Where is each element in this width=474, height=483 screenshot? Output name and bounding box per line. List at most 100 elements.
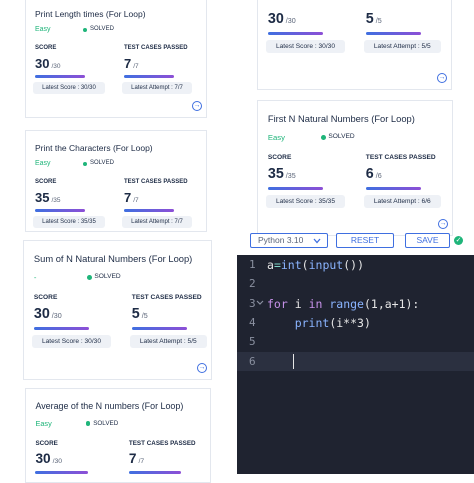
- status: SOLVED: [90, 160, 114, 167]
- score-label: SCORE: [33, 294, 58, 302]
- score-value: 30: [35, 56, 50, 71]
- tests-max: /5: [141, 311, 148, 320]
- tests-value: 7: [128, 450, 137, 466]
- score-label: SCORE: [35, 45, 57, 52]
- score-value: 35: [35, 190, 50, 205]
- difficulty: Easy: [35, 419, 52, 429]
- tests-label: TEST CASES PASSED: [365, 154, 436, 162]
- score-label: SCORE: [35, 439, 58, 447]
- code-token: print: [294, 315, 330, 330]
- score-max: /35: [285, 171, 296, 180]
- score: 30/30: [35, 451, 62, 466]
- tests-max: /7: [133, 63, 139, 70]
- code-editor[interactable]: 1 a=int(input()) 2 3 for i in range(1,a+1): 4…: [237, 255, 474, 474]
- score-progress: [267, 31, 323, 36]
- tests-value: 7: [124, 190, 132, 205]
- tests: 7/7: [129, 451, 144, 466]
- score-max: /30: [52, 457, 63, 465]
- active-line: [237, 352, 474, 371]
- problem-card[interactable]: Sum of N Natural Numbers (For Loop) - SOLV…: [23, 240, 212, 380]
- status-dot: [83, 161, 88, 167]
- code-token: i: [294, 296, 309, 311]
- problem-title: Average of the N numbers (For Loop): [35, 401, 184, 412]
- open-button[interactable]: →: [437, 73, 447, 83]
- score: 35/35: [268, 166, 296, 182]
- code-token: (1,a+1):: [363, 296, 420, 311]
- score-progress: [35, 470, 88, 475]
- tests-label: TEST CASES PASSED: [131, 294, 202, 302]
- latest-score: Latest Score : 35/35: [33, 216, 105, 228]
- open-button[interactable]: →: [192, 101, 202, 111]
- tests-max: /6: [375, 171, 382, 180]
- tests: 7/7: [124, 56, 139, 71]
- latest-attempt: Latest Attempt : 6/6: [363, 194, 441, 208]
- code-token: =: [273, 258, 281, 272]
- status: SOLVED: [90, 26, 114, 33]
- open-button[interactable]: →: [197, 363, 207, 373]
- problem-card[interactable]: Average of the N numbers (For Loop) Easy S…: [25, 388, 211, 483]
- score-progress: [35, 75, 85, 78]
- line-number: 3: [249, 296, 256, 310]
- tests-value: 5: [131, 305, 140, 322]
- cursor: [293, 354, 294, 369]
- score-label: SCORE: [267, 154, 292, 162]
- saved-check: ✓: [454, 236, 463, 245]
- tests: 7/7: [124, 190, 139, 205]
- score: 35/35: [35, 190, 61, 205]
- language-dropdown[interactable]: Python 3.10: [250, 233, 328, 248]
- latest-attempt: Latest Attempt : 7/7: [122, 82, 192, 94]
- problem-card[interactable]: Print the Characters (For Loop) Easy SOLVE…: [25, 130, 207, 232]
- tests-progress: [365, 186, 421, 191]
- code-token: ()): [343, 258, 364, 272]
- problem-title: First N Natural Numbers (For Loop): [267, 114, 415, 125]
- latest-attempt: Latest Attempt : 5/5: [363, 39, 441, 53]
- fold-marker[interactable]: [256, 299, 264, 307]
- tests-progress: [124, 209, 174, 212]
- difficulty: Easy: [35, 25, 51, 33]
- save-button[interactable]: SAVE: [405, 233, 450, 248]
- problem-card[interactable]: Print Length times (For Loop) Easy SOLVED S…: [25, 0, 207, 118]
- status-dot: [86, 274, 92, 280]
- code-token: in: [308, 296, 330, 311]
- code-token: a: [267, 258, 274, 272]
- difficulty: Easy: [267, 132, 285, 142]
- latest-score: Latest Score : 30/30: [265, 39, 346, 53]
- code-token: input: [308, 258, 344, 272]
- problem-title: Print Length times (For Loop): [35, 8, 146, 19]
- problem-title: Print the Characters (For Loop): [35, 142, 153, 153]
- status: SOLVED: [94, 273, 121, 281]
- score-value: 30: [35, 450, 51, 466]
- tests-value: 7: [124, 56, 132, 71]
- code-token: int: [280, 258, 302, 272]
- tests-value: 6: [365, 165, 374, 182]
- tests: 6/6: [366, 166, 382, 182]
- tests-max: /5: [375, 16, 382, 25]
- status: SOLVED: [93, 419, 119, 427]
- score-value: 30: [267, 10, 284, 27]
- score: 30/30: [35, 56, 61, 71]
- tests-label: TEST CASES PASSED: [128, 439, 196, 447]
- tests-label: TEST CASES PASSED: [124, 179, 188, 186]
- line-number: 4: [249, 315, 256, 329]
- problem-card[interactable]: 30/30 5/5 Latest Score : 30/30 Latest Attem…: [257, 0, 452, 90]
- problem-title: Sum of N Natural Numbers (For Loop): [33, 254, 193, 265]
- score-max: /35: [51, 197, 61, 204]
- latest-score: Latest Score : 30/30: [31, 334, 112, 348]
- code-token: [267, 316, 295, 330]
- latest-score: Latest Score : 35/35: [265, 194, 346, 208]
- status-dot: [83, 27, 88, 33]
- latest-attempt: Latest Attempt : 7/7: [122, 216, 192, 228]
- code-token: (i**3): [329, 315, 371, 330]
- tests-progress: [124, 75, 174, 78]
- reset-button[interactable]: RESET: [336, 233, 394, 248]
- tests-max: /7: [133, 197, 139, 204]
- score-max: /30: [51, 63, 61, 70]
- open-button[interactable]: →: [438, 219, 448, 229]
- problem-card[interactable]: First N Natural Numbers (For Loop) Easy SO…: [257, 100, 453, 236]
- score: 30/30: [268, 11, 296, 27]
- score-progress: [267, 186, 323, 191]
- tests-label: TEST CASES PASSED: [124, 45, 188, 52]
- line-number: 5: [249, 335, 256, 349]
- score-progress: [35, 209, 85, 212]
